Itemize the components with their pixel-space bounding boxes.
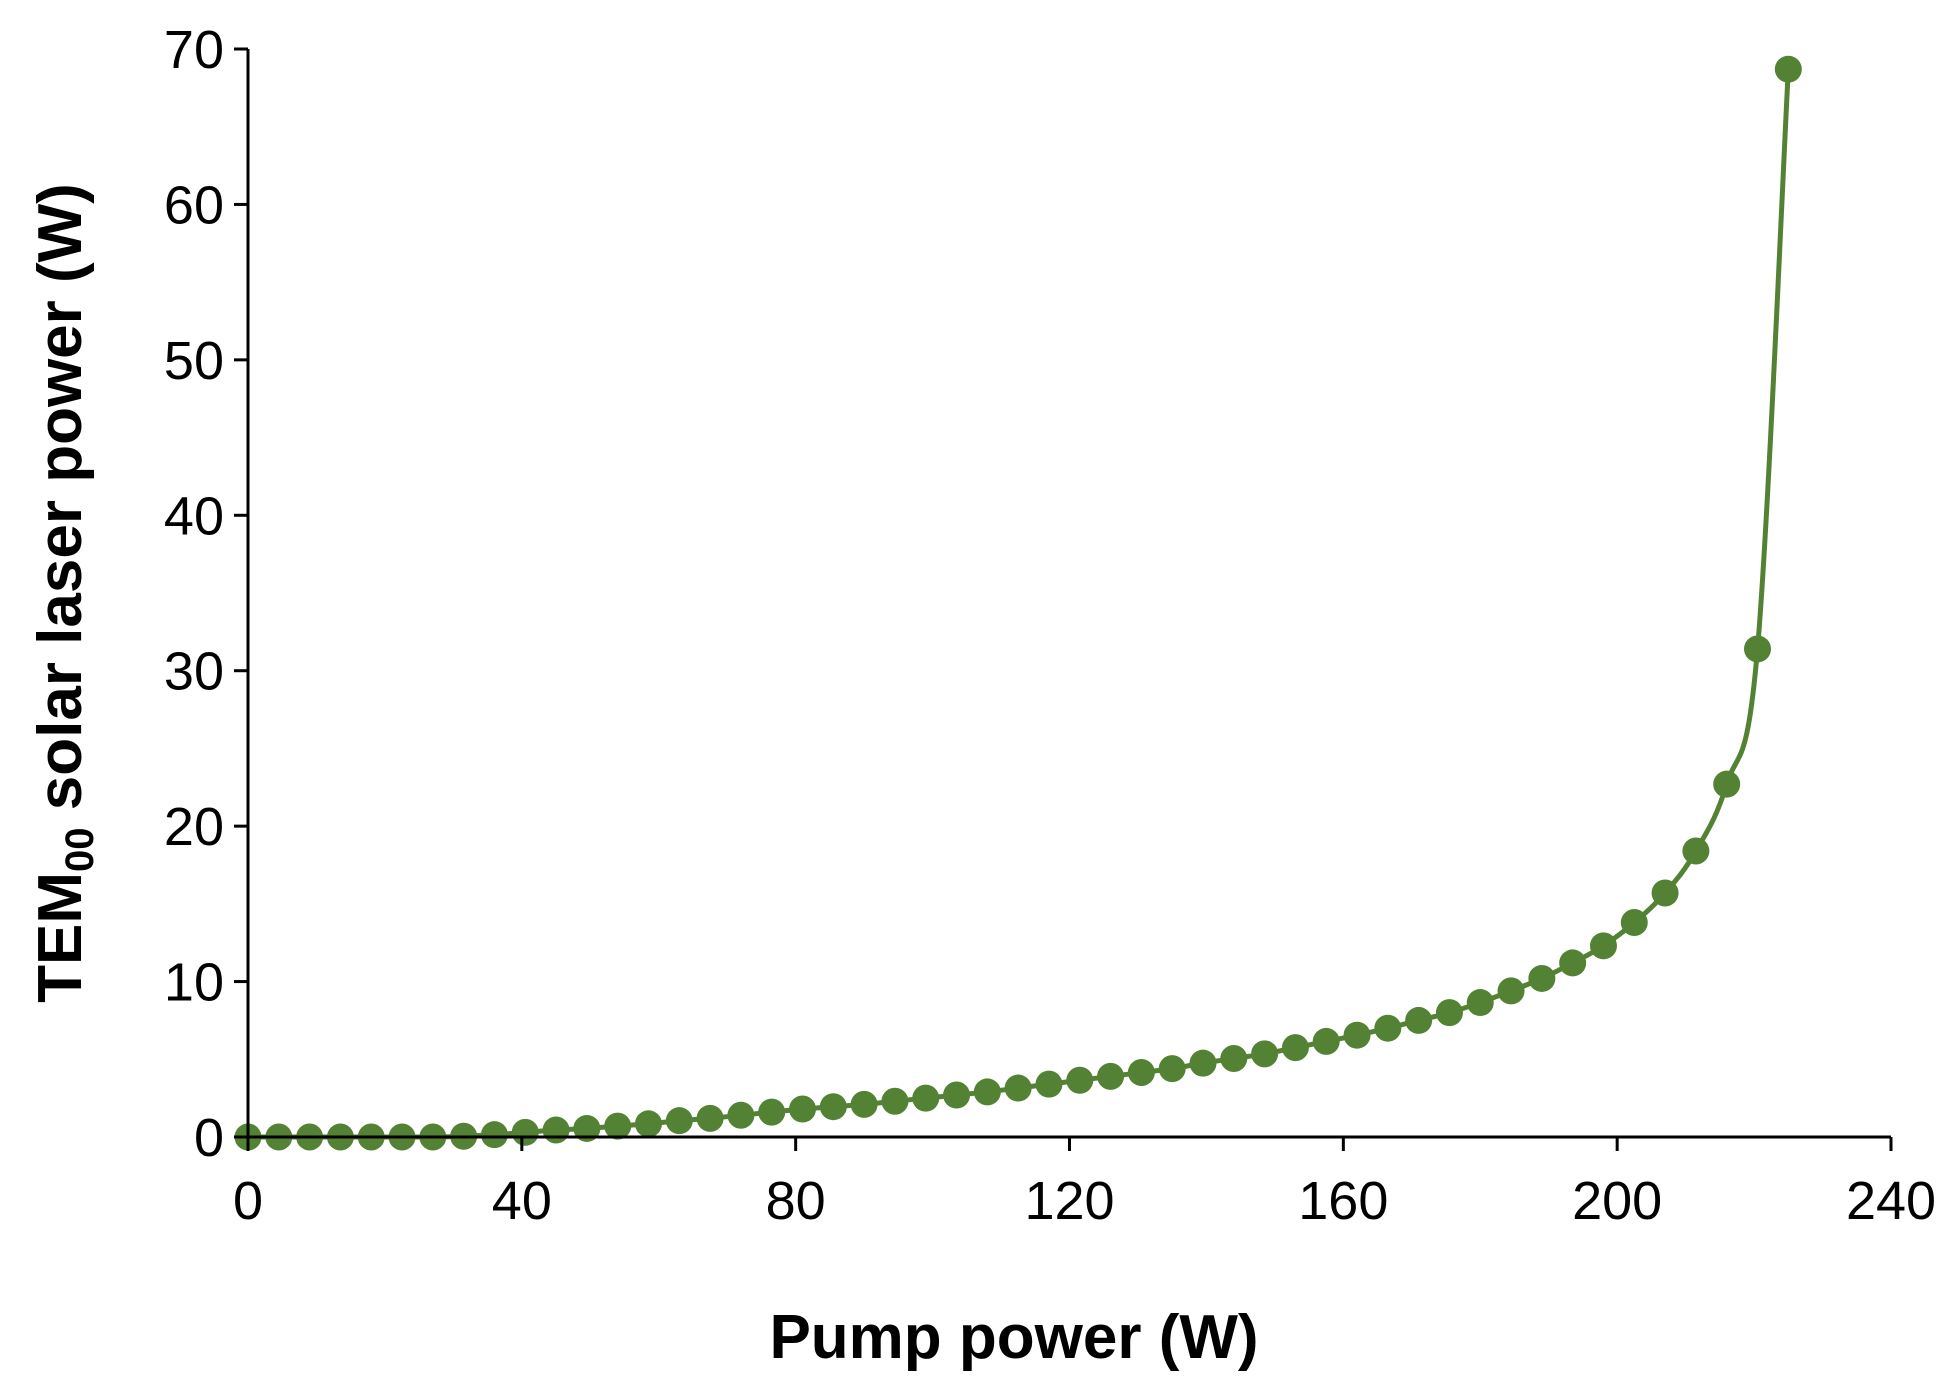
- data-point: [1066, 1066, 1094, 1094]
- data-point: [511, 1118, 539, 1146]
- data-point: [819, 1093, 847, 1121]
- data-point: [789, 1095, 817, 1123]
- data-point: [1497, 977, 1525, 1005]
- data-point: [665, 1107, 693, 1135]
- data-point: [1189, 1049, 1217, 1077]
- data-point: [1651, 879, 1679, 907]
- data-point: [1220, 1045, 1248, 1073]
- y-axis-title: TEM00 solar laser power (W): [26, 183, 102, 1003]
- y-axis-ticks: 0 10 20 30 40 50 60 70: [164, 20, 248, 1168]
- data-point: [573, 1114, 601, 1142]
- data-point: [881, 1087, 909, 1115]
- data-point: [1774, 55, 1802, 83]
- y-tick-label: 0: [194, 1108, 224, 1168]
- data-point: [1035, 1070, 1063, 1098]
- y-tick-label: 70: [164, 20, 224, 80]
- data-point: [1713, 770, 1741, 798]
- data-point: [1466, 989, 1494, 1017]
- y-axis-title-suffix: solar laser power (W): [26, 183, 95, 827]
- y-axis-title-prefix: TEM: [26, 872, 95, 1003]
- data-point: [1528, 964, 1556, 992]
- x-tick-label: 40: [492, 1171, 552, 1231]
- data-point: [480, 1121, 508, 1149]
- y-tick-label: 60: [164, 175, 224, 235]
- x-tick-label: 200: [1572, 1171, 1662, 1231]
- y-tick-label: 50: [164, 331, 224, 391]
- data-point: [1312, 1027, 1340, 1055]
- y-tick-label: 30: [164, 642, 224, 702]
- data-point: [758, 1098, 786, 1126]
- y-tick-label: 20: [164, 797, 224, 857]
- y-axis-title-subscript: 00: [58, 827, 102, 872]
- data-point: [1281, 1034, 1309, 1062]
- data-point: [1004, 1074, 1032, 1102]
- data-point: [1744, 635, 1772, 663]
- data-point: [850, 1090, 878, 1118]
- data-point: [912, 1084, 940, 1112]
- data-point: [727, 1101, 755, 1129]
- data-point: [1158, 1055, 1186, 1083]
- x-tick-label: 240: [1846, 1171, 1936, 1231]
- x-tick-label: 80: [766, 1171, 826, 1231]
- data-point: [1405, 1006, 1433, 1034]
- y-tick-label: 40: [164, 486, 224, 546]
- x-tick-label: 120: [1024, 1171, 1114, 1231]
- data-point: [604, 1112, 632, 1140]
- x-tick-label: 0: [233, 1171, 263, 1231]
- y-tick-label: 10: [164, 953, 224, 1013]
- data-point: [1097, 1062, 1125, 1090]
- data-point: [1374, 1014, 1402, 1042]
- data-point: [1127, 1058, 1155, 1086]
- x-axis-title: Pump power (W): [769, 1303, 1258, 1372]
- data-point: [943, 1081, 971, 1109]
- data-point: [696, 1104, 724, 1132]
- data-point: [1559, 949, 1587, 977]
- data-point: [1682, 837, 1710, 865]
- data-point: [542, 1116, 570, 1144]
- x-axis-ticks: 0 40 80 120 160 200 240: [233, 1137, 1936, 1231]
- data-point: [1343, 1021, 1371, 1049]
- data-point: [1435, 999, 1463, 1027]
- data-point: [973, 1078, 1001, 1106]
- data-point: [1589, 932, 1617, 960]
- data-point: [1251, 1040, 1279, 1068]
- x-tick-label: 160: [1298, 1171, 1388, 1231]
- data-point: [634, 1110, 662, 1138]
- data-point: [1620, 909, 1648, 937]
